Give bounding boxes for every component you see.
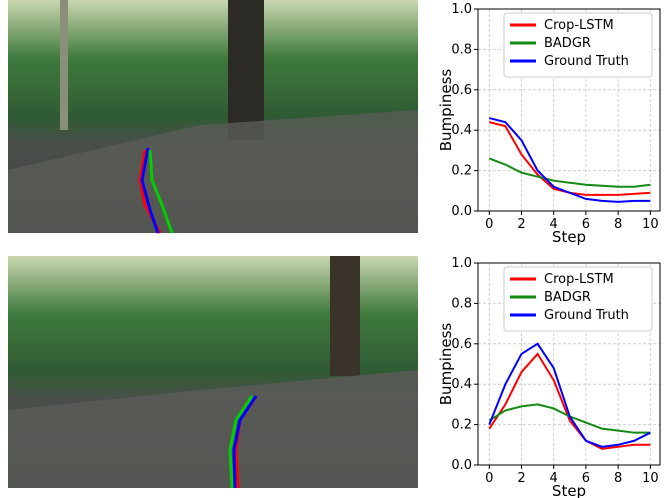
x-tick-label: 6 bbox=[582, 217, 590, 232]
y-tick-label: 1.0 bbox=[451, 256, 472, 271]
y-tick-label: 0.6 bbox=[451, 337, 472, 352]
y-tick-label: 0.2 bbox=[451, 418, 472, 433]
y-tick-label: 0.4 bbox=[451, 123, 472, 138]
y-tick-label: 0.0 bbox=[451, 204, 472, 219]
x-tick-label: 8 bbox=[614, 471, 622, 486]
legend-label: Ground Truth bbox=[544, 54, 629, 69]
y-tick-label: 1.0 bbox=[451, 2, 472, 17]
x-tick-label: 0 bbox=[485, 217, 493, 232]
y-tick-label: 0.6 bbox=[451, 83, 472, 98]
legend-label: BADGR bbox=[544, 36, 591, 51]
y-tick-label: 0.2 bbox=[451, 164, 472, 179]
photo-bottom bbox=[8, 256, 418, 489]
x-tick-label: 6 bbox=[582, 471, 590, 486]
plot-frame bbox=[477, 8, 661, 212]
x-tick-label: 2 bbox=[517, 471, 525, 486]
x-tick-label: 0 bbox=[485, 471, 493, 486]
x-tick-label: 4 bbox=[550, 217, 558, 232]
series-line bbox=[489, 117, 651, 203]
x-tick-label: 2 bbox=[517, 217, 525, 232]
y-tick-label: 0.8 bbox=[451, 296, 472, 311]
legend-box bbox=[503, 12, 653, 78]
legend-label: BADGR bbox=[544, 290, 591, 305]
x-tick-label: 10 bbox=[642, 217, 659, 232]
x-tick-label: 4 bbox=[550, 471, 558, 486]
series-line bbox=[488, 157, 651, 188]
y-tick-label: 0.8 bbox=[451, 42, 472, 57]
series-line bbox=[489, 121, 651, 196]
photo-top bbox=[8, 0, 418, 234]
y-axis-label: Bumpiness bbox=[437, 323, 455, 406]
x-tick-label: 10 bbox=[642, 471, 659, 486]
x-axis-label: Step bbox=[552, 482, 586, 498]
series-line bbox=[488, 342, 651, 448]
y-tick-label: 0.4 bbox=[451, 377, 472, 392]
legend-label: Crop-LSTM bbox=[544, 18, 614, 33]
x-axis-label: Step bbox=[552, 228, 586, 246]
legend-label: Crop-LSTM bbox=[544, 272, 614, 287]
x-tick-label: 8 bbox=[614, 217, 622, 232]
y-tick-label: 0.0 bbox=[451, 458, 472, 473]
series-line bbox=[488, 352, 651, 450]
legend-box bbox=[503, 266, 653, 332]
plot-frame bbox=[477, 262, 661, 466]
y-axis-label: Bumpiness bbox=[437, 69, 455, 152]
legend-label: Ground Truth bbox=[544, 308, 629, 323]
